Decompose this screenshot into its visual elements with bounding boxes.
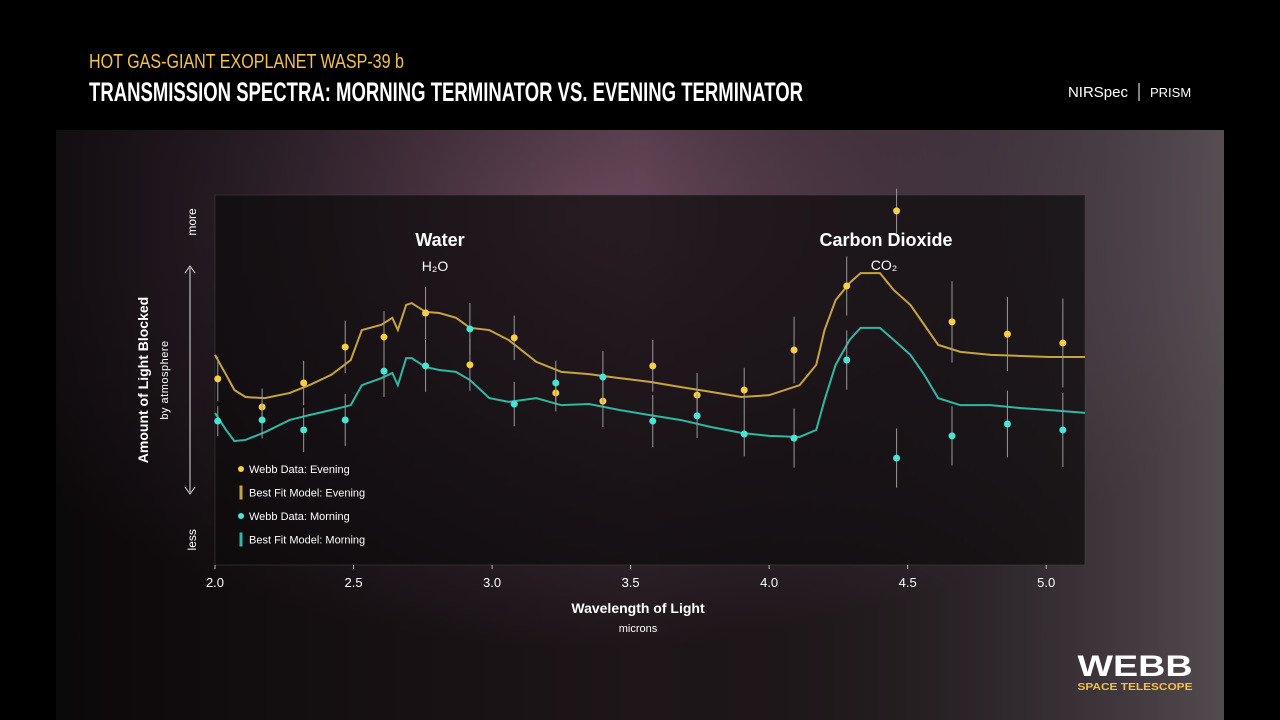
plot-area	[214, 194, 1086, 566]
legend-label: Best Fit Model: Morning	[249, 535, 365, 547]
data-point	[466, 361, 474, 369]
data-point	[422, 309, 430, 317]
data-point	[214, 417, 222, 425]
data-point	[510, 334, 518, 342]
y-axis-label: Amount of Light Blocked	[135, 297, 151, 463]
legend-marker	[238, 513, 244, 519]
title: TRANSMISSION SPECTRA: MORNING TERMINATOR…	[89, 77, 803, 107]
plot: 2.0 2.5 3.0 3.5 4.0 4.5 5.0 more less Webb Data: …	[185, 188, 1086, 590]
data-point	[552, 379, 560, 387]
instrument: NIRSpec	[1068, 84, 1129, 101]
legend-marker	[238, 466, 244, 472]
data-point	[790, 434, 798, 442]
data-point	[1059, 426, 1067, 434]
mode: PRISM	[1150, 85, 1191, 100]
data-point	[300, 379, 308, 387]
data-point	[214, 375, 222, 383]
y-tick-label: less	[185, 529, 199, 550]
x-tick-label: 2.0	[206, 575, 224, 590]
annotation-sub: CO₂	[871, 257, 897, 273]
x-tick-label: 3.0	[483, 575, 501, 590]
y-tick-label: more	[185, 208, 199, 236]
y-axis-sublabel: by atmosphere	[159, 340, 171, 419]
data-point	[740, 430, 748, 438]
data-point	[1003, 330, 1011, 338]
data-point	[893, 454, 901, 462]
data-point	[341, 416, 349, 424]
annotation: Water	[415, 230, 464, 250]
data-point	[790, 346, 798, 354]
data-point	[1059, 339, 1067, 347]
data-point	[258, 416, 266, 424]
data-point	[422, 362, 430, 370]
data-point	[693, 412, 701, 420]
data-point	[300, 426, 308, 434]
x-tick-label: 4.5	[899, 575, 917, 590]
x-tick-label: 5.0	[1037, 575, 1055, 590]
data-point	[599, 373, 607, 381]
logo: WEBB	[1078, 650, 1193, 683]
logo-subtitle: SPACE TELESCOPE	[1078, 682, 1193, 693]
legend-marker	[239, 485, 243, 500]
y-tick: less	[185, 529, 199, 550]
annotation: Carbon Dioxide	[819, 230, 952, 250]
data-point	[380, 333, 388, 341]
x-axis-sublabel: microns	[619, 623, 658, 635]
data-point	[341, 343, 349, 351]
data-point	[843, 356, 851, 364]
header-band	[56, 0, 1224, 130]
data-point	[649, 417, 657, 425]
x-axis-label: Wavelength of Light	[571, 600, 705, 616]
x-tick-label: 2.5	[344, 575, 362, 590]
data-point	[740, 386, 748, 394]
data-point	[1003, 420, 1011, 428]
data-point	[948, 318, 956, 326]
legend-label: Best Fit Model: Evening	[249, 488, 365, 500]
y-tick: more	[185, 208, 199, 236]
data-point	[893, 207, 901, 215]
y-arrow-heads	[184, 265, 196, 495]
x-tick-label: 4.0	[760, 575, 778, 590]
data-point	[843, 282, 851, 290]
data-point	[948, 432, 956, 440]
model-line	[214, 326, 1086, 443]
data-point	[466, 325, 474, 333]
y-label-group: Amount of Light Blocked by atmosphere	[135, 297, 171, 463]
data-point	[510, 400, 518, 408]
legend-label: Webb Data: Morning	[249, 511, 350, 523]
model-line	[214, 272, 1085, 400]
x-tick-label: 3.5	[622, 575, 640, 590]
data-point	[380, 367, 388, 375]
annotation-sub: H₂O	[422, 258, 449, 274]
data-point	[649, 362, 657, 370]
kicker: HOT GAS-GIANT EXOPLANET WASP-39 b	[89, 51, 404, 73]
legend-marker	[239, 532, 243, 547]
legend-label: Webb Data: Evening	[249, 464, 350, 476]
